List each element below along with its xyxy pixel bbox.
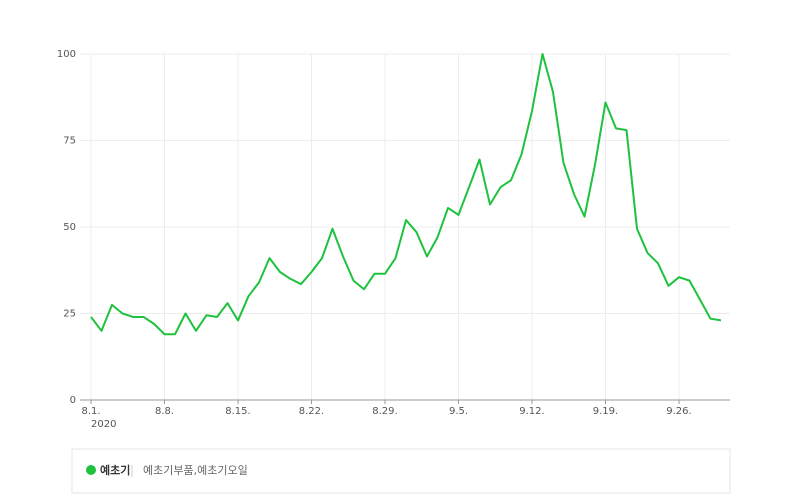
x-tick-label: 9.5. bbox=[449, 406, 468, 417]
x-tick-label: 8.15. bbox=[225, 406, 250, 417]
legend-note: 예초기부품,예초기오일 bbox=[143, 463, 248, 477]
x-tick-label: 8.22. bbox=[299, 406, 324, 417]
y-tick-label: 0 bbox=[70, 395, 76, 406]
y-tick-label: 100 bbox=[57, 49, 76, 60]
y-tick-label: 25 bbox=[63, 309, 76, 320]
x-tick-label: 8.1. bbox=[81, 406, 100, 417]
x-tick-label: 9.19. bbox=[593, 406, 618, 417]
y-tick-label: 75 bbox=[63, 136, 76, 147]
year-label: 2020 bbox=[91, 419, 116, 430]
x-tick-label: 8.29. bbox=[372, 406, 397, 417]
legend-label: 예초기 bbox=[100, 463, 130, 477]
line-series bbox=[90, 53, 722, 336]
x-tick-label: 9.12. bbox=[519, 406, 544, 417]
legend-marker bbox=[86, 465, 96, 475]
legend-box bbox=[71, 448, 731, 494]
x-tick-label: 8.8. bbox=[155, 406, 174, 417]
y-tick-label: 50 bbox=[63, 222, 76, 233]
x-tick-label: 9.26. bbox=[666, 406, 691, 417]
